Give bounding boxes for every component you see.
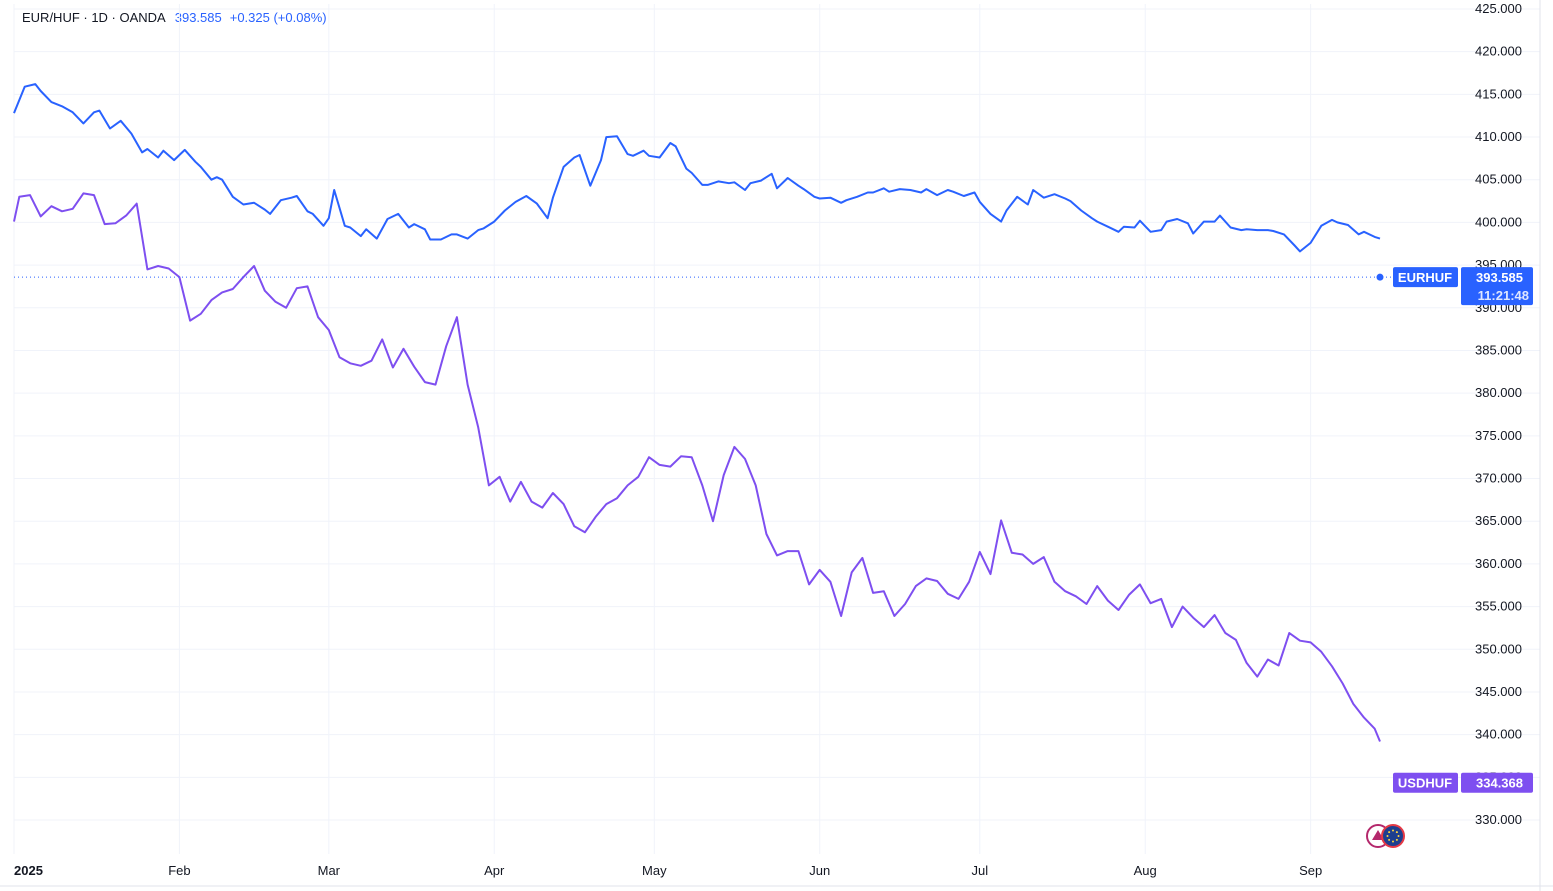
x-tick-label: Sep [1299,863,1322,878]
tradingview-logo-mark [1372,830,1384,840]
y-tick-label: 415.000 [1475,86,1522,101]
last-price: 393.585 [174,10,222,25]
x-tick-label: Jul [971,863,988,878]
eu-flag-star [1388,831,1391,834]
eu-flag-icon[interactable] [1381,824,1405,848]
x-tick-label: Mar [318,863,341,878]
y-tick-label: 375.000 [1475,428,1522,443]
y-tick-label: 385.000 [1475,342,1522,357]
usdhuf-series-badge [1393,772,1458,793]
x-tick-label: May [642,863,667,878]
usdhuf-price-badge [1461,772,1533,793]
y-tick-label: 370.000 [1475,471,1522,486]
x-tick-label: Apr [484,863,505,878]
eurhuf-last-point [1376,273,1384,281]
eu-flag-star [1397,835,1400,837]
y-tick-label: 345.000 [1475,684,1522,699]
eu-flag-star [1395,831,1398,834]
y-tick-label: 350.000 [1475,641,1522,656]
eu-flag-star [1386,835,1389,837]
eurhuf-price-badge [1461,267,1533,306]
y-tick-label: 355.000 [1475,599,1522,614]
y-tick-label: 420.000 [1475,44,1522,59]
eu-flag-star [1395,838,1398,841]
price-change: +0.325 (+0.08%) [229,10,327,25]
y-tick-label: 360.000 [1475,556,1522,571]
eurhuf-last-value: 393.585 [1476,270,1523,285]
x-tick-label: Jun [809,863,830,878]
series-line-usdhuf [13,192,1381,742]
eurhuf-countdown: 11:21:48 [1478,288,1529,303]
series-line-eurhuf [13,83,1381,253]
symbol-title[interactable]: EUR/HUF · 1D · OANDA [22,10,166,25]
y-tick-label: 425.000 [1475,1,1522,16]
y-tick-label: 365.000 [1475,513,1522,528]
usdhuf-last-value: 334.368 [1476,776,1523,791]
y-tick-label: 380.000 [1475,385,1522,400]
symbol-header[interactable]: EUR/HUF · 1D · OANDA 393.585 +0.325 (+0.… [22,10,327,25]
usdhuf-series-name: USDHUF [1398,776,1452,791]
y-tick-label: 340.000 [1475,727,1522,742]
eu-flag-star [1392,829,1394,832]
eu-flag-star [1392,840,1394,843]
x-tick-label: 2025 [14,863,43,878]
y-tick-label: 405.000 [1475,172,1522,187]
y-tick-label: 330.000 [1475,812,1522,827]
eurhuf-series-name: EURHUF [1398,270,1452,285]
x-tick-label: Feb [168,863,190,878]
y-tick-label: 410.000 [1475,129,1522,144]
y-tick-label: 400.000 [1475,214,1522,229]
eu-flag-star [1388,838,1391,841]
x-tick-label: Aug [1134,863,1157,878]
eurhuf-series-badge [1393,267,1458,288]
